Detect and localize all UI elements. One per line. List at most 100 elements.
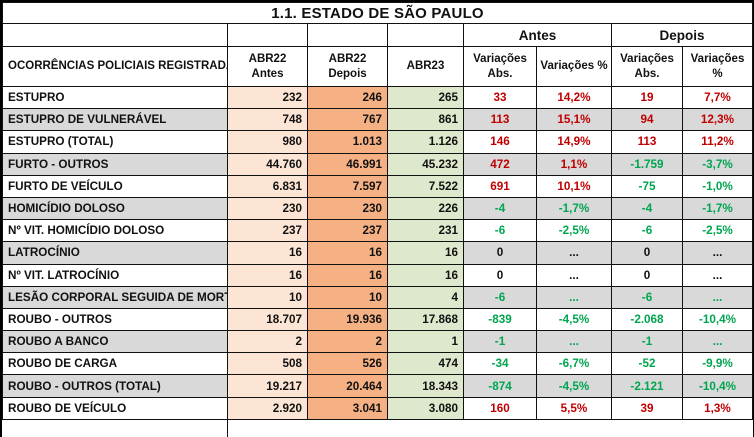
cell-abr22-antes: 18.707 [227, 307, 308, 332]
cell-abr22-antes: 19.217 [227, 374, 308, 398]
cell-depois-abs: 94 [611, 108, 683, 132]
table-row: Nº VIT. LATROCÍNIO 16 16 16 0 ... 0 ... [2, 263, 753, 287]
cell-abr22-depois: 237 [307, 219, 388, 243]
empty-cell [307, 23, 388, 47]
cell-abr22-antes: 10 [227, 285, 308, 309]
column-header-depois-abs: Variações Abs. [611, 46, 683, 87]
cell-abr23: 17.868 [387, 307, 464, 332]
row-label: FURTO - OUTROS [2, 152, 228, 176]
cell-abr22-antes: 16 [227, 263, 308, 287]
cell-abr23: 1 [387, 330, 464, 354]
row-label: LATROCÍNIO [2, 241, 228, 265]
row-label: FURTO DE VEÍCULO [2, 174, 228, 198]
cell-abr23: 474 [387, 352, 464, 376]
cell-abr22-antes: 230 [227, 196, 308, 221]
cell-depois-pct: -2,5% [682, 219, 753, 243]
cell-antes-abs: -1 [463, 330, 537, 354]
empty-cell [463, 419, 537, 437]
header-line: Abs. [487, 67, 513, 80]
cell-depois-abs: 19 [611, 85, 683, 110]
cell-depois-pct: 7,7% [682, 85, 753, 110]
cell-depois-abs: 113 [611, 130, 683, 154]
column-header-abr23: ABR23 [387, 46, 464, 87]
cell-abr23: 861 [387, 108, 464, 132]
header-line: ABR22 [328, 52, 367, 65]
cell-abr22-antes: 2 [227, 330, 308, 354]
cell-antes-pct: ... [536, 285, 612, 309]
table-row: LATROCÍNIO 16 16 16 0 ... 0 ... [2, 241, 753, 265]
cell-antes-pct: -1,7% [536, 196, 612, 221]
cell-abr23: 16 [387, 241, 464, 265]
cell-antes-abs: -839 [463, 307, 537, 332]
cell-depois-abs: -6 [611, 285, 683, 309]
cell-depois-pct: 1,3% [682, 396, 753, 420]
cell-depois-abs: -52 [611, 352, 683, 376]
empty-cell [307, 419, 388, 437]
header-line: Antes [251, 67, 284, 80]
cell-antes-pct: 14,9% [536, 130, 612, 154]
row-label: Nº VIT. HOMICÍDIO DOLOSO [2, 219, 228, 243]
cell-abr22-depois: 10 [307, 285, 388, 309]
cell-antes-abs: 691 [463, 174, 537, 198]
row-label: Nº VIT. LATROCÍNIO [2, 263, 228, 287]
row-label: ROUBO - OUTROS (TOTAL) [2, 374, 228, 398]
cell-abr22-antes: 237 [227, 219, 308, 243]
table-row: ROUBO DE CARGA 508 526 474 -34 -6,7% -52… [2, 352, 753, 376]
cell-depois-pct: 12,3% [682, 108, 753, 132]
row-label: ROUBO - OUTROS [2, 307, 228, 332]
empty-cell [227, 419, 308, 437]
cell-depois-pct: -1,0% [682, 174, 753, 198]
cell-abr22-depois: 7.597 [307, 174, 388, 198]
cell-antes-pct: -2,5% [536, 219, 612, 243]
cell-antes-pct: ... [536, 263, 612, 287]
row-label: ROUBO DE VEÍCULO [2, 396, 228, 420]
group-header-antes: Antes [463, 23, 612, 47]
cell-abr22-antes: 232 [227, 85, 308, 110]
title-row: 1.1. ESTADO DE SÃO PAULO [2, 2, 753, 24]
cell-antes-abs: 146 [463, 130, 537, 154]
cell-depois-abs: 0 [611, 241, 683, 265]
table-row: HOMICÍDIO DOLOSO 230 230 226 -4 -1,7% -4… [2, 196, 753, 221]
cell-antes-abs: -34 [463, 352, 537, 376]
empty-cell [536, 419, 612, 437]
row-label: ROUBO A BANCO [2, 330, 228, 354]
column-header-antes-pct: Variações % [536, 46, 612, 87]
table-row: FURTO - OUTROS 44.760 46.991 45.232 472 … [2, 152, 753, 176]
cell-abr23: 3.080 [387, 396, 464, 420]
cell-depois-abs: 0 [611, 263, 683, 287]
cell-antes-pct: 10,1% [536, 174, 612, 198]
cell-depois-abs: -4 [611, 196, 683, 221]
cell-depois-abs: -2.121 [611, 374, 683, 398]
cell-depois-pct: ... [682, 241, 753, 265]
row-label: LESÃO CORPORAL SEGUIDA DE MORTE [2, 285, 228, 309]
cell-abr22-depois: 19.936 [307, 307, 388, 332]
table-row: ROUBO A BANCO 2 2 1 -1 ... -1 ... [2, 330, 753, 354]
row-label: ESTUPRO (TOTAL) [2, 130, 228, 154]
cell-depois-abs: -1 [611, 330, 683, 354]
table-title: 1.1. ESTADO DE SÃO PAULO [2, 2, 753, 24]
cell-abr22-depois: 2 [307, 330, 388, 354]
cell-abr23: 16 [387, 263, 464, 287]
cell-abr22-antes: 2.920 [227, 396, 308, 420]
cell-antes-pct: ... [536, 241, 612, 265]
group-header-depois: Depois [611, 23, 753, 47]
cell-depois-pct: -9,9% [682, 352, 753, 376]
cell-antes-abs: 472 [463, 152, 537, 176]
empty-cell [2, 419, 228, 437]
cell-abr22-depois: 20.464 [307, 374, 388, 398]
cell-antes-abs: 33 [463, 85, 537, 110]
partial-row-stub [2, 419, 753, 437]
cell-abr22-depois: 526 [307, 352, 388, 376]
cell-antes-abs: -6 [463, 285, 537, 309]
cell-antes-pct: 1,1% [536, 152, 612, 176]
group-header-row: Antes Depois [2, 23, 753, 47]
cell-abr22-depois: 16 [307, 263, 388, 287]
cell-antes-abs: 0 [463, 241, 537, 265]
table-row: FURTO DE VEÍCULO 6.831 7.597 7.522 691 1… [2, 174, 753, 198]
cell-abr23: 4 [387, 285, 464, 309]
cell-depois-pct: -3,7% [682, 152, 753, 176]
column-header-abr22-depois: ABR22 Depois [307, 46, 388, 87]
header-line: Variações [620, 52, 674, 65]
header-line: % [712, 67, 723, 80]
